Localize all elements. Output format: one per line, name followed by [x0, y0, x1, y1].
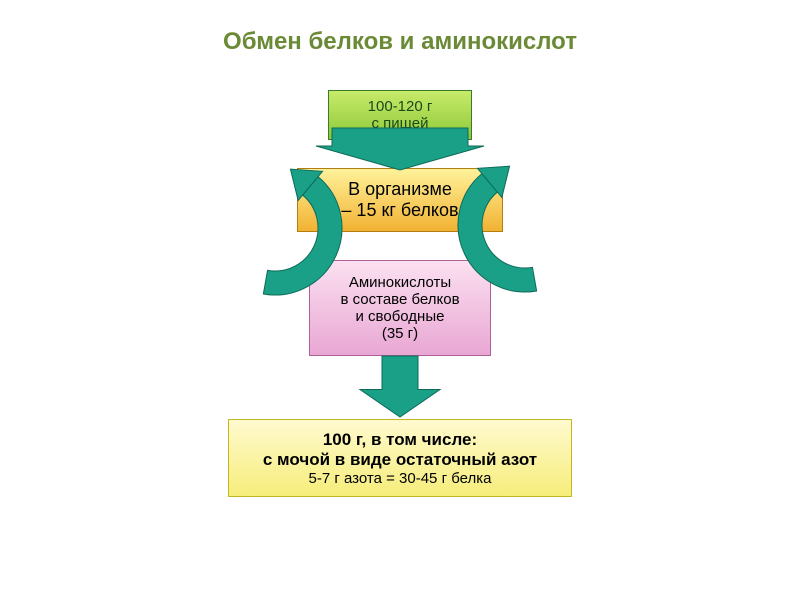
- box-organism: В организме – 15 кг белков: [297, 168, 503, 232]
- amino-line2: в составе белков: [340, 291, 459, 308]
- organism-line2: – 15 кг белков: [341, 200, 458, 221]
- intake-line1: 100-120 г: [368, 98, 433, 115]
- box-output: 100 г, в том числе: с мочой в виде остат…: [228, 419, 572, 497]
- output-line3: 5-7 г азота = 30-45 г белка: [309, 470, 492, 487]
- arrow-amino-down: [360, 356, 440, 417]
- output-line2: с мочой в виде остаточный азот: [263, 450, 537, 470]
- amino-line3: и свободные: [356, 308, 445, 325]
- diagram-title: Обмен белков и аминокислот: [0, 28, 800, 56]
- box-amino: Аминокислоты в составе белков и свободны…: [309, 260, 491, 356]
- organism-line1: В организме: [348, 179, 452, 200]
- amino-line4: (35 г): [382, 325, 418, 342]
- box-intake: 100-120 г с пищей: [328, 90, 472, 140]
- output-line1: 100 г, в том числе:: [323, 430, 477, 450]
- intake-line2: с пищей: [371, 115, 428, 132]
- amino-line1: Аминокислоты: [349, 274, 451, 291]
